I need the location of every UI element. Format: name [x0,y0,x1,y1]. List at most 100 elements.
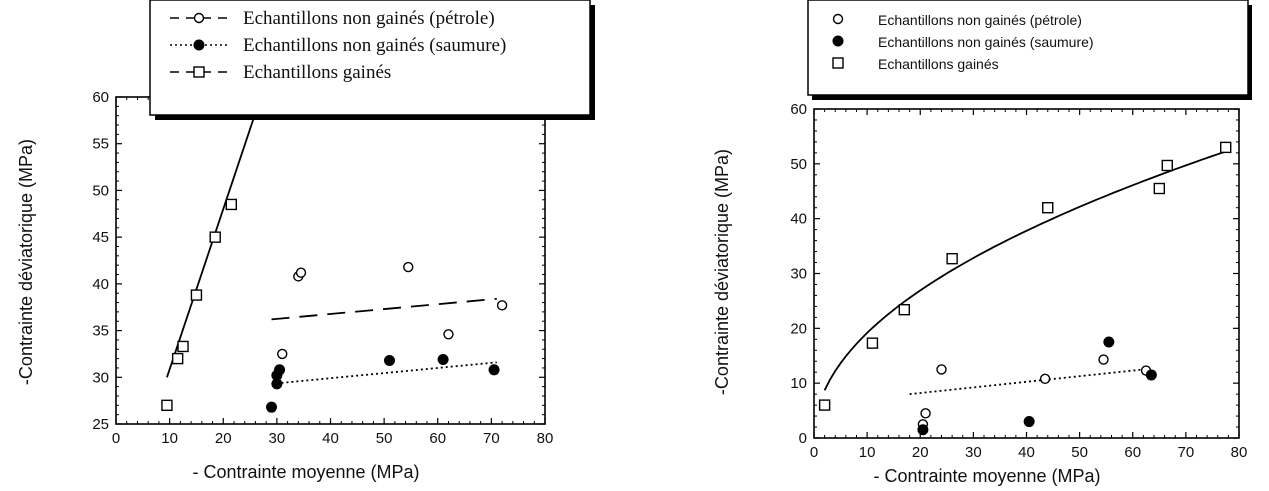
chart-right-xtick-label: 10 [859,444,876,461]
chart-right-point-open-square [898,303,911,316]
chart-right-point-open-circle [920,408,931,419]
chart-right-legend-box [807,0,1249,96]
chart-left-point-filled-circle [383,354,395,366]
chart-left-legend-item: Echantillons non gainés (saumure) [170,35,506,56]
chart-left-point-open-square [171,352,184,365]
chart-right-frame [813,108,1240,439]
chart-left-point-filled-circle [274,364,286,376]
chart-left-legend-marker [193,39,205,51]
chart-right-point-open-circle [936,364,947,375]
chart-right-xtick-label: 50 [1071,444,1088,461]
chart-right-ytick-label: 0 [799,430,807,447]
chart-right-point-open-circle [1039,373,1051,384]
chart-right-point-open-square [946,252,958,265]
chart-right-xlabel: - Contrainte moyenne (MPa) [873,466,1100,486]
chart-right-ytick-label: 20 [790,320,807,337]
chart-right-point-filled-circle [917,424,929,436]
chart-right-point-filled-circle [1023,416,1035,428]
chart-left-ytick-label: 45 [92,229,109,246]
chart-right-xtick-label: 60 [1124,444,1141,461]
chart-left-ytick-label: 30 [92,369,109,386]
chart-left-point-open-square [225,198,237,211]
chart-left-legend-label: Echantillons non gainés (pétrole) [243,8,495,29]
chart-left-legend-marker [193,66,205,78]
chart-right-legend-marker [832,35,844,47]
chart-left-point-filled-circle [437,354,449,366]
chart-left-ytick-label: 60 [92,89,109,106]
chart-left-ytick-label: 55 [92,136,109,153]
chart-left-ytick-label: 35 [92,323,109,340]
chart-right-point-open-square [1153,182,1166,195]
chart-right-legend-item: Echantillons non gainés (saumure) [832,34,1094,50]
chart-right-point-open-square [1220,141,1232,154]
chart-right-point-open-square [866,337,879,349]
chart-right-xtick-label: 30 [965,444,982,461]
chart-left-point-filled-circle [266,401,278,413]
chart-left-point-open-circle [295,267,307,278]
chart-left-point-open-square [161,399,173,412]
chart-left-marks: 0 10 20 30 40 50 60 70 80 25 30 35 40 45 50 55 60 [92,89,553,447]
chart-left-xtick-label: 10 [161,430,178,447]
chart-left-point-open-circle [496,300,508,311]
chart-right-xtick-label: 80 [1231,444,1248,461]
chart-left-xtick-label: 0 [112,430,120,447]
chart-left-xlabel: - Contrainte moyenne (MPa) [192,462,419,482]
chart-left-legend: Echantillons non gainés (pétrole) Echanti… [170,8,506,83]
chart-left-ytick-label: 40 [92,276,109,293]
chart-left-xtick-label: 80 [537,430,554,447]
chart-right-legend-label: Echantillons non gainés (pétrole) [878,12,1082,28]
chart-right-legend: Echantillons non gainés (pétrole) Echanti… [832,12,1094,72]
chart-right-point-open-circle [1098,354,1109,365]
chart-right-point-open-square [1042,201,1054,214]
chart-right-legend-marker [832,13,844,25]
chart-right-legend-item: Echantillons gainés [832,56,999,72]
chart-right-legend-item: Echantillons non gainés (pétrole) [832,12,1082,28]
chart-right-xtick-label: 0 [810,444,818,461]
chart-right-fits [823,149,1229,396]
chart-right-point-filled-circle [1145,369,1157,381]
chart-right-point-open-square [1161,159,1173,172]
chart-left-fit-line-0 [271,297,497,321]
chart-left-xtick-label: 70 [483,430,500,447]
chart-left-legend-label: Echantillons gainés [243,62,391,83]
chart-right-xtick-label: 20 [912,444,929,461]
chart-right-ytick-label: 30 [790,266,807,283]
chart-right-marks: 0 10 20 30 40 50 60 70 80 0 10 20 30 40 50 60 [790,101,1247,461]
chart-right-fit-curve-2 [823,149,1229,391]
chart-left-point-open-circle [403,261,414,273]
chart-right-ytick-label: 60 [790,101,807,118]
chart-left-point-open-circle [277,348,288,360]
chart-right-ytick-label: 40 [790,211,807,228]
chart-left-point-open-circle [443,329,454,340]
chart-left-fit-line-1 [271,361,497,385]
chart-left-point-filled-circle [488,364,500,376]
chart-right-legend-label: Echantillons non gainés (saumure) [878,34,1094,50]
chart-right-fit-line-1 [909,368,1144,396]
chart-left-xtick-label: 40 [322,430,339,447]
chart-right-point-filled-circle [1103,336,1115,348]
chart-left-frame [115,96,546,425]
chart-left-legend-label: Echantillons non gainés (saumure) [243,35,506,56]
chart-left-point-open-square [177,340,189,353]
chart-left-ytick-label: 50 [92,182,109,199]
chart-left-legend-box [149,0,591,116]
chart-left-xtick-label: 50 [376,430,393,447]
chart-left-ytick-label: 25 [92,416,109,433]
chart-left: 0 10 20 30 40 50 60 70 80 25 30 35 40 45 50 55 60 Echant… [16,0,595,482]
chart-right-legend-label: Echantillons gainés [878,56,999,72]
chart-right-legend-marker [832,57,844,69]
chart-right: 0 10 20 30 40 50 60 70 80 0 10 20 30 40 50 60 Echantill… [712,0,1252,486]
chart-right-point-open-square [818,399,831,411]
chart-left-legend-item: Echantillons gainés [170,62,391,83]
chart-right-xtick-label: 40 [1018,444,1035,461]
chart-left-point-open-square [190,289,203,301]
chart-right-xtick-label: 70 [1178,444,1195,461]
chart-left-xtick-label: 30 [269,430,286,447]
chart-left-ylabel: -Contrainte déviatorique (MPa) [16,139,36,385]
chart-right-ytick-label: 50 [790,156,807,173]
chart-right-ytick-label: 10 [790,375,807,392]
chart-left-xtick-label: 60 [429,430,446,447]
chart-left-xtick-label: 20 [215,430,232,447]
chart-left-point-open-square [209,231,221,243]
chart-left-legend-marker [193,12,205,24]
